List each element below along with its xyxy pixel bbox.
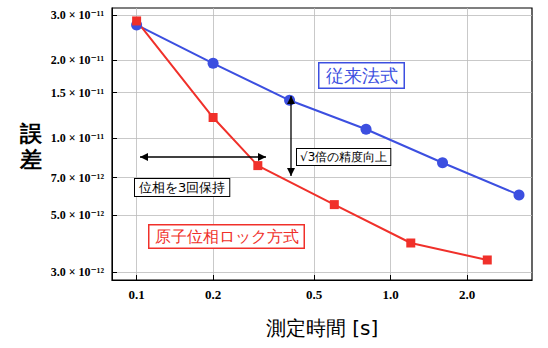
svg-text:√3倍の精度向上: √3倍の精度向上: [300, 150, 387, 164]
svg-text:3.0 × 10⁻¹²: 3.0 × 10⁻¹²: [51, 265, 105, 279]
svg-text:原子位相ロック方式: 原子位相ロック方式: [155, 227, 299, 246]
svg-text:0.1: 0.1: [128, 287, 144, 302]
svg-text:差: 差: [19, 147, 42, 172]
svg-text:測定時間 [s]: 測定時間 [s]: [266, 316, 378, 340]
svg-text:3.0 × 10⁻¹¹: 3.0 × 10⁻¹¹: [51, 8, 105, 22]
svg-text:1.5 × 10⁻¹¹: 1.5 × 10⁻¹¹: [51, 86, 105, 100]
svg-text:1.0: 1.0: [383, 287, 399, 302]
svg-text:従来法式: 従来法式: [326, 65, 398, 86]
svg-text:2.0 × 10⁻¹¹: 2.0 × 10⁻¹¹: [51, 53, 105, 67]
svg-text:5.0 × 10⁻¹²: 5.0 × 10⁻¹²: [51, 208, 105, 222]
svg-text:7.0 × 10⁻¹²: 7.0 × 10⁻¹²: [51, 171, 105, 185]
svg-text:0.5: 0.5: [306, 287, 323, 302]
svg-text:2.0: 2.0: [459, 287, 475, 302]
svg-text:位相を3回保持: 位相を3回保持: [139, 180, 225, 195]
svg-text:0.2: 0.2: [205, 287, 221, 302]
svg-text:1.0 × 10⁻¹¹: 1.0 × 10⁻¹¹: [51, 131, 105, 145]
svg-text:誤: 誤: [19, 121, 43, 146]
